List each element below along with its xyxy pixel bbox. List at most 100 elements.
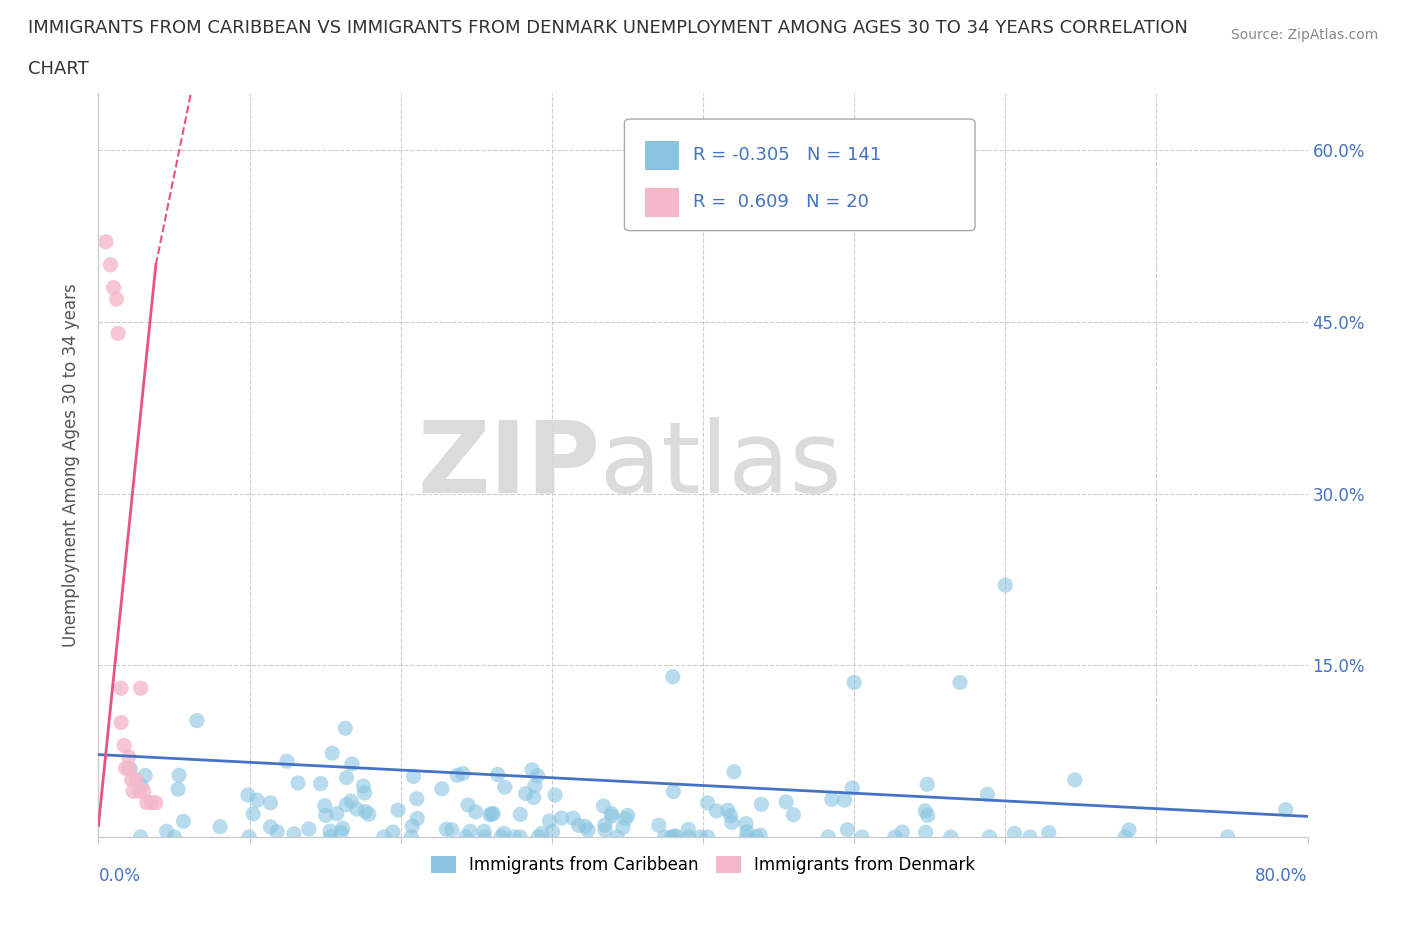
- Point: [976, 787, 998, 802]
- Point: [593, 822, 616, 837]
- Point: [821, 792, 844, 807]
- Point: [446, 768, 468, 783]
- Point: [440, 822, 463, 837]
- Point: [464, 804, 486, 819]
- Point: [612, 819, 634, 834]
- Point: [1004, 826, 1026, 841]
- Point: [841, 780, 863, 795]
- Point: [817, 830, 839, 844]
- Point: [1216, 830, 1239, 844]
- Point: [994, 578, 1017, 592]
- Point: [1274, 803, 1296, 817]
- Point: [592, 799, 614, 814]
- Point: [851, 830, 873, 844]
- Point: [298, 821, 321, 836]
- Point: [503, 830, 526, 844]
- Point: [1114, 830, 1136, 844]
- Point: [979, 830, 1001, 844]
- Point: [451, 766, 474, 781]
- Point: [654, 830, 676, 844]
- Point: [319, 830, 342, 844]
- Point: [335, 770, 357, 785]
- Point: [1038, 825, 1060, 840]
- Point: [155, 824, 177, 839]
- Point: [515, 786, 537, 801]
- Point: [259, 795, 281, 810]
- Point: [541, 824, 564, 839]
- Point: [128, 784, 150, 799]
- Point: [717, 803, 740, 817]
- Point: [735, 817, 758, 831]
- Point: [357, 807, 380, 822]
- Point: [209, 819, 232, 834]
- Point: [482, 806, 505, 821]
- Text: R =  0.609   N = 20: R = 0.609 N = 20: [693, 193, 869, 211]
- Point: [436, 822, 458, 837]
- Point: [402, 769, 425, 784]
- Point: [330, 825, 353, 840]
- Point: [689, 830, 711, 844]
- Point: [132, 784, 155, 799]
- Bar: [645, 188, 679, 217]
- Point: [314, 798, 336, 813]
- Point: [720, 808, 742, 823]
- Point: [335, 721, 357, 736]
- Point: [593, 817, 616, 832]
- Point: [236, 788, 259, 803]
- Point: [678, 822, 700, 837]
- Point: [527, 830, 550, 844]
- Point: [523, 778, 546, 793]
- Point: [749, 828, 772, 843]
- Point: [454, 830, 477, 844]
- Point: [720, 815, 742, 830]
- Point: [287, 776, 309, 790]
- Point: [915, 777, 938, 791]
- Point: [172, 814, 194, 829]
- Point: [406, 811, 429, 826]
- Point: [775, 794, 797, 809]
- Legend: Immigrants from Caribbean, Immigrants from Denmark: Immigrants from Caribbean, Immigrants fr…: [425, 849, 981, 881]
- Point: [373, 830, 395, 844]
- Point: [509, 807, 531, 822]
- Y-axis label: Unemployment Among Ages 30 to 34 years: Unemployment Among Ages 30 to 34 years: [62, 283, 80, 647]
- Point: [103, 280, 125, 295]
- Point: [538, 814, 561, 829]
- Text: Source: ZipAtlas.com: Source: ZipAtlas.com: [1230, 28, 1378, 42]
- Point: [135, 795, 157, 810]
- Point: [110, 715, 132, 730]
- Point: [600, 808, 623, 823]
- Point: [315, 808, 337, 823]
- Point: [661, 670, 683, 684]
- Point: [735, 824, 758, 839]
- Point: [1063, 773, 1085, 788]
- Point: [891, 825, 914, 840]
- Point: [834, 792, 856, 807]
- Point: [309, 777, 332, 791]
- Point: [648, 817, 671, 832]
- Point: [576, 823, 599, 838]
- Point: [665, 829, 688, 844]
- Point: [751, 797, 773, 812]
- Point: [568, 818, 591, 833]
- Point: [678, 830, 700, 844]
- Point: [574, 819, 596, 834]
- Point: [246, 792, 269, 807]
- Text: CHART: CHART: [28, 60, 89, 78]
- Point: [141, 795, 163, 810]
- Point: [492, 826, 515, 841]
- Point: [100, 258, 122, 272]
- Point: [917, 808, 939, 823]
- Point: [486, 767, 509, 782]
- Point: [118, 750, 141, 764]
- Point: [125, 772, 148, 787]
- Point: [606, 830, 628, 844]
- Point: [616, 808, 638, 823]
- Point: [696, 795, 718, 810]
- Point: [352, 778, 374, 793]
- Point: [550, 811, 572, 826]
- Point: [405, 791, 427, 806]
- Point: [723, 764, 745, 779]
- Point: [163, 830, 186, 844]
- Point: [430, 781, 453, 796]
- Point: [276, 753, 298, 768]
